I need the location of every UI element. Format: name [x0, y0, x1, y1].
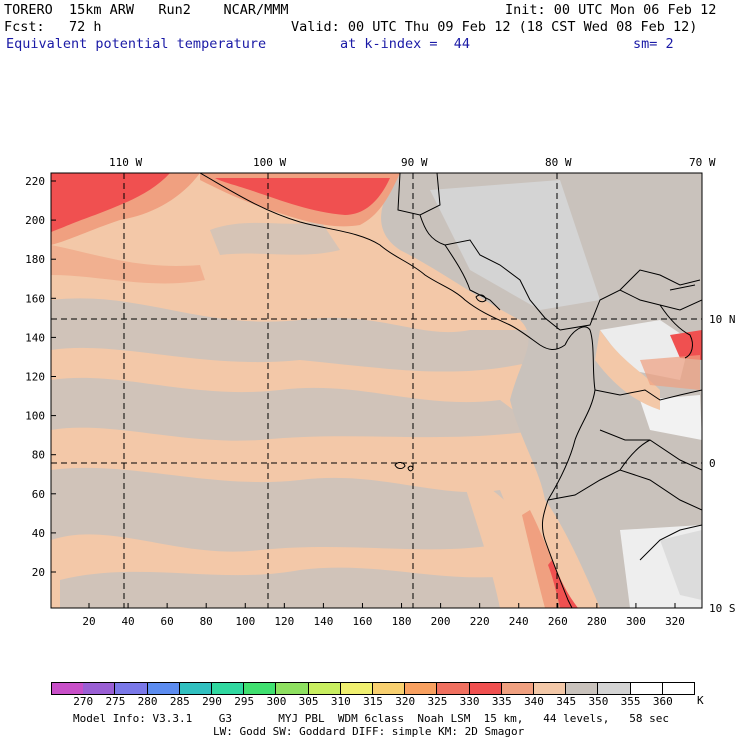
y-tick-label: 100 [25, 410, 45, 423]
colorbar-label: 300 [266, 695, 287, 708]
field-name: Equivalent potential temperature [6, 36, 267, 52]
colorbar-unit: K [697, 694, 704, 707]
x-tick-label: 200 [431, 615, 451, 628]
colorbar-label: 340 [524, 695, 544, 708]
colorbar-swatch [373, 682, 406, 695]
colorbar-swatch [147, 682, 180, 695]
colorbar-label: 270 [73, 695, 94, 708]
colorbar-swatch [662, 682, 695, 695]
colorbar-label: 360 [652, 695, 673, 708]
colorbar-label: 335 [491, 695, 512, 708]
x-tick-label: 220 [470, 615, 490, 628]
x-tick-label: 260 [548, 615, 568, 628]
header-valid-time: Valid: 00 UTC Thu 09 Feb 12 (18 CST Wed … [291, 19, 698, 35]
colorbar-swatch [212, 682, 245, 695]
colorbar-label: 350 [588, 695, 609, 708]
colorbar-label: 295 [234, 695, 255, 708]
y-tick-label: 80 [32, 449, 45, 462]
lon-label-100w: 100 W [253, 156, 286, 169]
graticule [51, 173, 702, 608]
theta-e-field [51, 173, 702, 608]
colorbar-swatch [534, 682, 567, 695]
x-tick-label: 280 [587, 615, 607, 628]
colorbar-swatch [405, 682, 438, 695]
model-info: Model Info: V3.3.1 G3 MYJ PBL WDM 6class… [73, 712, 670, 725]
y-tick-label: 120 [25, 371, 45, 384]
colorbar-label: 280 [137, 695, 158, 708]
lat-label-0: 0 [709, 457, 716, 470]
y-tick-label: 140 [25, 331, 45, 344]
lon-label-90w: 90 W [401, 156, 428, 169]
colorbar-swatch [276, 682, 309, 695]
colorbar-label: 345 [556, 695, 577, 708]
colorbar-label: 320 [395, 695, 416, 708]
y-tick-label: 20 [32, 566, 45, 579]
physics-info: LW: Godd SW: Goddard DIFF: simple KM: 2D… [213, 725, 525, 738]
x-tick-labels: 20 40 60 80 100 120 140 160 180 200 220 240 260 280 30… [82, 615, 685, 628]
colorbar-swatch [244, 682, 277, 695]
lon-label-80w: 80 W [545, 156, 572, 169]
x-tick-label: 320 [665, 615, 685, 628]
colorbar-swatch [83, 682, 116, 695]
y-tick-label: 60 [32, 488, 45, 501]
x-tick-label: 120 [274, 615, 294, 628]
colorbar-swatch [469, 682, 502, 695]
lat-label-10s: 10 S [709, 602, 736, 615]
x-tick-label: 20 [82, 615, 95, 628]
colorbar-swatch [115, 682, 148, 695]
colorbar-swatch [501, 682, 534, 695]
colorbar-swatch [630, 682, 663, 695]
colorbar-swatch [308, 682, 341, 695]
colorbar-label: 355 [620, 695, 641, 708]
x-tick-label: 300 [626, 615, 646, 628]
y-tick-label: 160 [25, 292, 45, 305]
y-tick-labels: 220 200 180 160 140 120 100 80 60 40 20 [25, 175, 45, 579]
x-tick-label: 180 [392, 615, 412, 628]
colorbar-label: 310 [330, 695, 351, 708]
colorbar-label: 275 [105, 695, 126, 708]
colorbar-label: 315 [363, 695, 383, 708]
colorbar-swatch [598, 682, 631, 695]
colorbar-swatch [179, 682, 212, 695]
lon-label-110w: 110 W [109, 156, 142, 169]
y-tick-label: 200 [25, 214, 45, 227]
x-tick-label: 140 [313, 615, 333, 628]
x-tick-label: 80 [200, 615, 213, 628]
colorbar-swatch [340, 682, 373, 695]
colorbar-label: 285 [169, 695, 190, 708]
colorbar-label: 305 [298, 695, 319, 708]
y-tick-label: 220 [25, 175, 45, 188]
colorbar-swatch [437, 682, 470, 695]
coastlines [199, 173, 702, 608]
header-forecast-hour: Fcst: 72 h [4, 19, 102, 35]
smoothing-label: sm= 2 [633, 36, 674, 52]
lat-label-10n: 10 N [709, 313, 736, 326]
axis-ticks [51, 180, 676, 608]
x-tick-label: 240 [509, 615, 529, 628]
y-tick-label: 40 [32, 527, 45, 540]
colorbar-swatch [51, 682, 85, 695]
map-frame [50, 172, 703, 609]
y-tick-label: 180 [25, 253, 45, 266]
x-tick-label: 100 [235, 615, 255, 628]
field-level: at k-index = 44 [340, 36, 471, 52]
lon-label-70w: 70 W [689, 156, 716, 169]
x-tick-label: 160 [353, 615, 373, 628]
x-tick-label: 40 [121, 615, 134, 628]
colorbar-swatch [566, 682, 599, 695]
header-init-time: Init: 00 UTC Mon 06 Feb 12 [505, 2, 717, 18]
colorbar-label: 290 [202, 695, 222, 708]
header-title: TORERO 15km ARW Run2 NCAR/MMM [4, 2, 289, 18]
colorbar-label: 325 [427, 695, 448, 708]
colorbar-label: 330 [459, 695, 480, 708]
x-tick-label: 60 [161, 615, 174, 628]
